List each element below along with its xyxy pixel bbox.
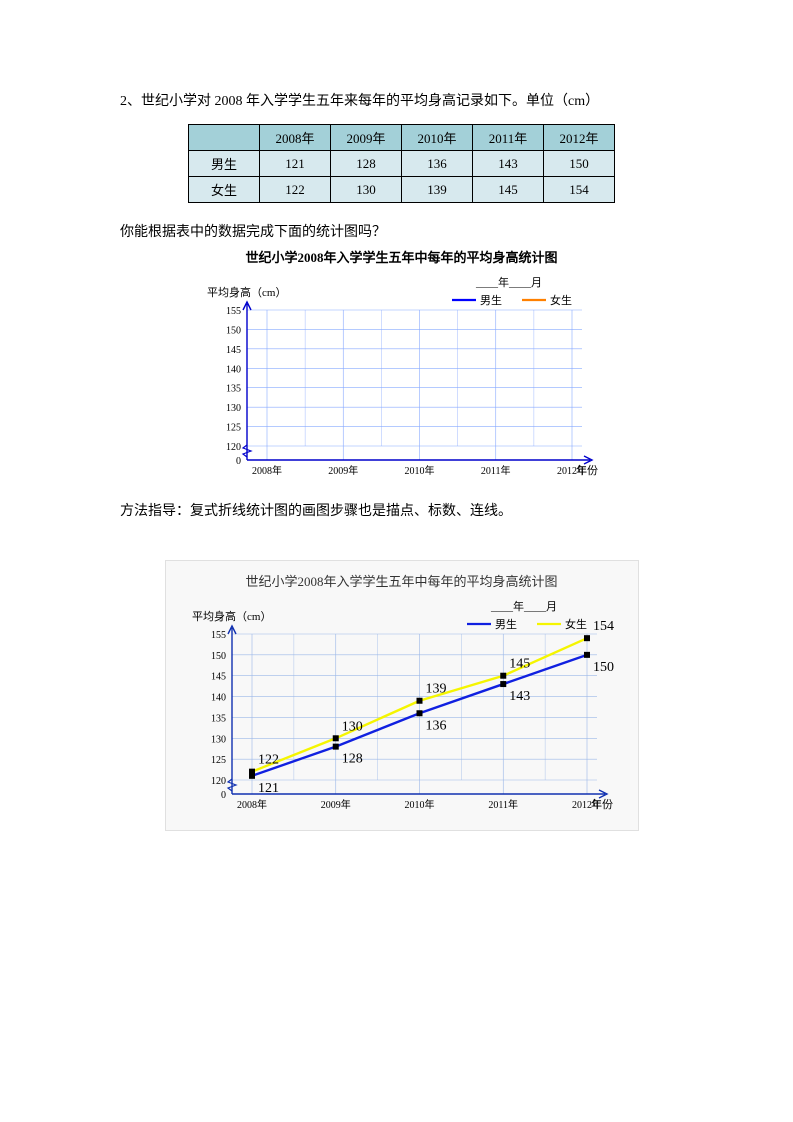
svg-text:____年____月: ____年____月: [490, 599, 557, 613]
svg-text:150: 150: [593, 660, 614, 675]
svg-text:136: 136: [425, 718, 446, 733]
svg-text:平均身高（cm）: 平均身高（cm）: [207, 285, 286, 299]
cell: 150: [544, 151, 615, 177]
svg-text:145: 145: [509, 657, 530, 672]
svg-text:2010年: 2010年: [404, 464, 434, 477]
svg-text:年份: 年份: [591, 797, 613, 811]
blank-chart: 世纪小学2008年入学学生五年中每年的平均身高统计图 1201251301351…: [120, 247, 683, 490]
svg-text:140: 140: [211, 693, 226, 704]
svg-text:130: 130: [211, 734, 226, 745]
subquestion: 你能根据表中的数据完成下面的统计图吗？: [120, 221, 683, 241]
svg-text:2008年: 2008年: [237, 798, 267, 811]
svg-text:125: 125: [226, 423, 241, 434]
svg-text:2011年: 2011年: [488, 798, 518, 811]
header-blank: [189, 125, 260, 151]
cell: 154: [544, 177, 615, 203]
answer-chart: 世纪小学2008年入学学生五年中每年的平均身高统计图 1201251301351…: [165, 560, 639, 831]
svg-text:2009年: 2009年: [328, 464, 358, 477]
svg-text:145: 145: [211, 672, 226, 683]
table-header-row: 2008年 2009年 2010年 2011年 2012年: [189, 125, 615, 151]
svg-text:120: 120: [226, 442, 241, 453]
question-text: 2、世纪小学对 2008 年入学学生五年来每年的平均身高记录如下。单位（cm）: [120, 90, 683, 110]
svg-text:____年____月: ____年____月: [475, 275, 542, 289]
cell: 130: [331, 177, 402, 203]
svg-text:122: 122: [258, 753, 279, 768]
svg-text:135: 135: [211, 713, 226, 724]
svg-text:男生: 男生: [480, 293, 502, 307]
svg-text:2009年: 2009年: [320, 798, 350, 811]
svg-text:135: 135: [226, 384, 241, 395]
cell: 122: [260, 177, 331, 203]
svg-text:平均身高（cm）: 平均身高（cm）: [192, 609, 271, 623]
cell: 128: [331, 151, 402, 177]
svg-text:0: 0: [236, 456, 241, 467]
col-header: 2012年: [544, 125, 615, 151]
svg-text:128: 128: [341, 752, 362, 767]
cell: 136: [402, 151, 473, 177]
cell: 121: [260, 151, 331, 177]
method-note: 方法指导：复式折线统计图的画图步骤也是描点、标数、连线。: [120, 500, 683, 520]
answer-chart-title: 世纪小学2008年入学学生五年中每年的平均身高统计图: [172, 571, 632, 590]
svg-text:154: 154: [593, 619, 614, 634]
svg-text:女生: 女生: [550, 293, 572, 307]
col-header: 2010年: [402, 125, 473, 151]
table-row: 女生 122 130 139 145 154: [189, 177, 615, 203]
cell: 139: [402, 177, 473, 203]
svg-text:145: 145: [226, 345, 241, 356]
svg-text:150: 150: [226, 325, 241, 336]
svg-text:男生: 男生: [495, 617, 517, 631]
svg-text:139: 139: [425, 682, 446, 697]
row-label: 女生: [189, 177, 260, 203]
svg-text:155: 155: [226, 306, 241, 317]
data-table: 2008年 2009年 2010年 2011年 2012年 男生 121 128…: [188, 124, 615, 203]
blank-chart-svg: 120 125 130 135 140 145 150 155 0 2008年 2009年 2010年…: [192, 270, 612, 490]
svg-text:0: 0: [221, 790, 226, 801]
svg-text:143: 143: [509, 689, 530, 704]
blank-chart-title: 世纪小学2008年入学学生五年中每年的平均身高统计图: [120, 247, 683, 266]
svg-text:2008年: 2008年: [252, 464, 282, 477]
col-header: 2011年: [473, 125, 544, 151]
answer-chart-svg: 120 125 130 135 140 145 150 155 0 2008年 2009年 2010年…: [177, 594, 627, 824]
col-header: 2008年: [260, 125, 331, 151]
svg-text:女生: 女生: [565, 617, 587, 631]
svg-text:150: 150: [211, 651, 226, 662]
row-label: 男生: [189, 151, 260, 177]
svg-text:2011年: 2011年: [480, 464, 510, 477]
svg-text:121: 121: [258, 781, 279, 796]
svg-text:130: 130: [226, 403, 241, 414]
svg-text:120: 120: [211, 776, 226, 787]
svg-text:125: 125: [211, 755, 226, 766]
col-header: 2009年: [331, 125, 402, 151]
cell: 143: [473, 151, 544, 177]
cell: 145: [473, 177, 544, 203]
svg-text:2010年: 2010年: [404, 798, 434, 811]
table-row: 男生 121 128 136 143 150: [189, 151, 615, 177]
svg-text:130: 130: [341, 719, 362, 734]
svg-text:140: 140: [226, 364, 241, 375]
svg-text:155: 155: [211, 630, 226, 641]
svg-text:年份: 年份: [576, 463, 598, 477]
